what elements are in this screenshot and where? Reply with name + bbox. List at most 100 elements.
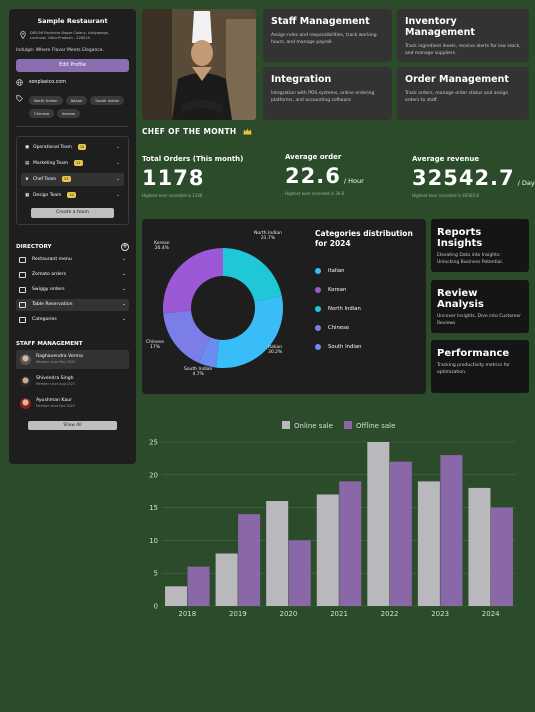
insight-title: Review Analysis [437,288,484,310]
team-item-design[interactable]: ▦ Design Team 10 ⌄ [21,189,124,202]
bar-online-sale-2020[interactable] [266,501,289,606]
slice-name: Chinese [146,340,164,345]
add-directory-icon[interactable]: + [121,242,129,251]
bar-offline-sale-2023[interactable] [440,455,463,606]
edit-profile-button[interactable]: Edit Profile [16,58,129,72]
team-item-chef[interactable]: ♛ Chef Team 25 ⌄ [21,172,124,186]
insight-title: Reports Insights [437,227,483,249]
legend-dot [315,306,321,312]
stat-sub: Highest ever recorded is 1246 [142,193,203,198]
stat-value: 1178 [142,166,243,190]
stat-sub: Highest ever recorded is 36.6 [285,191,345,196]
stat-number: 1178 [142,166,205,190]
bar-offline-sale-2018[interactable] [187,566,210,606]
team-icon: ▣ [25,144,30,150]
categories-title: Categories distribution for 2024 [315,229,413,249]
insight-card-reports[interactable]: Reports Insights Elevating Data into Ins… [431,219,529,272]
directory-item-zomato[interactable]: Zomato orders ⌄ [16,269,129,281]
legend-item: South Indian [315,344,361,350]
team-count-badge: 10 [77,144,87,151]
slice-name: Italian [268,345,283,350]
cuisine-chip[interactable]: Chinese [29,108,55,118]
slice-pct: 30.2% [268,350,283,356]
directory-item-label: Categories [32,317,57,323]
team-count-badge: 12 [74,160,83,167]
feature-card-inventory[interactable]: Inventory Management Track ingredient le… [397,9,529,62]
team-item-marketing[interactable]: ▤ Marketing Team 12 ⌄ [21,157,124,170]
staff-item[interactable]: Raghavendra Verma Member since May 2023 [16,349,129,369]
cuisine-chip[interactable]: North Indian [29,95,63,105]
divider [16,125,129,127]
team-label: Chef Team [32,176,57,182]
team-count-badge: 25 [62,176,71,183]
bar-offline-sale-2021[interactable] [339,481,362,606]
legend-item: North Indian [315,306,361,312]
feature-desc: Assign roles and responsibilities, track… [271,33,377,45]
insight-card-reviews[interactable]: Review Analysis Uncover Insights, Dive i… [431,280,529,333]
slice-pct: 4.7% [192,372,204,378]
website-link[interactable]: sonplasico.com [29,79,66,85]
team-icon: ▦ [25,192,30,198]
donut-slice-korean[interactable] [163,248,223,314]
bar-offline-sale-2022[interactable] [389,461,412,606]
donut-slice-italian[interactable] [215,295,283,368]
stat-value: 22.6/ Hour [285,164,364,188]
cuisine-row [16,94,129,102]
feature-card-integration[interactable]: Integration Integration with POS systems… [263,67,392,120]
bar-online-sale-2018[interactable] [165,586,188,606]
slice-pct: 21.7% [260,236,276,242]
feature-card-staff[interactable]: Staff Management Assign roles and respon… [263,9,392,62]
cuisine-chip[interactable]: Italian [65,95,88,105]
cuisine-chip[interactable]: Korean [57,108,81,118]
chevron-down-icon: ⌄ [115,192,120,199]
insight-desc: Uncover Insights, Dive into Customer Rev… [437,314,522,326]
chevron-down-icon: ⌄ [122,317,126,323]
slice-label-south-indian: South Indian 4.7% [184,367,212,378]
bar-offline-sale-2019[interactable] [238,514,261,606]
bar-online-sale-2022[interactable] [367,442,390,606]
x-tick-label: 2023 [431,610,449,618]
legend-dot [315,268,321,274]
directory-title: DIRECTORY [16,243,52,250]
donut-slice-chinese[interactable] [163,310,211,363]
directory-item-reservation[interactable]: Table Reservation ⌄ [16,298,129,311]
insight-card-performance[interactable]: Performance Tracking productivity metric… [431,340,529,393]
bar-online-sale-2019[interactable] [215,553,238,606]
stat-number: 32542.7 [412,166,515,190]
donut-slice-north-indian[interactable] [223,248,282,302]
bar-offline-sale-2024[interactable] [490,507,513,606]
team-item-operational[interactable]: ▣ Operational Team 10 ⌄ [21,141,124,154]
legend-dot [315,344,321,350]
directory-item-swiggy[interactable]: Swiggy orders ⌄ [16,284,129,296]
chevron-down-icon: ⌄ [122,257,126,263]
bar-offline-sale-2020[interactable] [288,540,311,606]
y-tick-label: 0 [154,603,158,611]
show-all-button[interactable]: Show All [28,420,117,430]
create-team-button[interactable]: Create a team [31,207,114,218]
y-tick-label: 15 [149,504,158,512]
directory-item-categories[interactable]: Categories ⌄ [16,314,129,326]
folder-icon [19,301,26,308]
cuisine-chips: North Indian Italian South Indian [29,95,129,105]
bar-online-sale-2021[interactable] [316,494,339,606]
bar-online-sale-2023[interactable] [417,481,440,606]
legend-dot [315,325,321,331]
x-tick-label: 2021 [330,610,348,618]
cuisine-chip[interactable]: South Indian [90,95,125,105]
tagline: Indulge: Where Flavor Meets Elegance. [16,47,104,53]
staff-item[interactable]: Shivendra Singh Member since Aug 2023 [16,372,129,391]
feature-card-orders[interactable]: Order Management Track orders, manage or… [397,67,529,120]
chef-of-month-label: CHEF OF THE MONTH [142,127,252,136]
tag-icon [16,94,23,102]
slice-label-korean: Korean 26.4% [154,241,170,252]
stat-label: Total Orders (This month) [142,155,244,163]
categories-card: North Indian 21.7% Italian 30.2% South Ind… [142,219,426,394]
feature-desc: Integration with POS systems, online ord… [271,91,375,103]
bar-online-sale-2024[interactable] [468,487,491,606]
directory-item-menu[interactable]: Restaurant menu ⌄ [16,254,129,266]
donut-slice-south-indian[interactable] [198,337,220,368]
chevron-down-icon: ⌄ [122,287,126,293]
staff-item[interactable]: Ayushman Kaur Member since Nov 2023 [16,394,129,413]
team-label: Marketing Team [33,160,69,166]
legend-swatch [282,421,290,429]
